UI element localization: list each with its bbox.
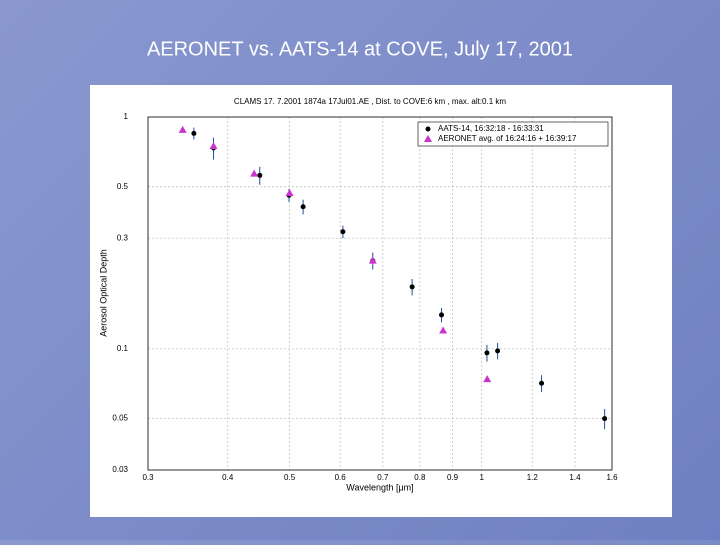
x-tick-label: 0.3 <box>142 473 154 482</box>
x-label: Wavelength [μm] <box>346 482 413 492</box>
triangle-marker <box>424 135 432 142</box>
y-tick-label: 0.05 <box>112 414 128 423</box>
circle-marker <box>539 380 545 386</box>
chart-title: CLAMS 17. 7.2001 1874a 17Jul01.AE , Dist… <box>234 97 506 106</box>
chart-frame <box>90 85 672 517</box>
triangle-marker <box>178 125 187 133</box>
circle-marker <box>495 348 501 354</box>
legend-label: AATS-14, 16:32:18 - 16:33:31 <box>438 124 544 133</box>
x-tick-label: 0.5 <box>284 473 296 482</box>
circle-marker <box>425 126 431 132</box>
x-tick-label: 1.4 <box>569 473 581 482</box>
y-label: Aerosol Optical Depth <box>98 249 108 337</box>
circle-marker <box>409 284 415 290</box>
x-tick-label: 0.6 <box>335 473 347 482</box>
circle-marker <box>257 172 263 178</box>
circle-marker <box>602 416 608 422</box>
circle-marker <box>300 204 306 210</box>
slide-title: AERONET vs. AATS-14 at COVE, July 17, 20… <box>147 38 573 60</box>
plot-area <box>147 116 613 471</box>
legend-box <box>417 121 609 147</box>
y-tick-label: 0.5 <box>117 182 129 191</box>
x-tick-label: 1.6 <box>606 473 618 482</box>
triangle-marker <box>368 256 377 264</box>
x-tick-label: 0.9 <box>447 473 459 482</box>
x-tick-label: 1.2 <box>527 473 539 482</box>
y-tick-label: 1 <box>124 112 129 121</box>
y-tick-label: 0.3 <box>117 233 129 242</box>
circle-marker <box>484 350 490 356</box>
x-tick-label: 0.8 <box>414 473 426 482</box>
circle-marker <box>439 312 445 318</box>
y-tick-label: 0.1 <box>117 344 129 353</box>
x-tick-label: 0.7 <box>377 473 389 482</box>
triangle-marker <box>209 141 218 149</box>
triangle-marker <box>285 189 294 197</box>
x-tick-label: 1 <box>479 473 484 482</box>
x-tick-label: 0.4 <box>222 473 234 482</box>
triangle-marker <box>483 375 492 383</box>
circle-marker <box>340 229 346 235</box>
circle-marker <box>191 130 197 136</box>
y-tick-label: 0.03 <box>112 465 128 474</box>
triangle-marker <box>250 169 259 177</box>
legend-label: AERONET avg. of 16:24:16 + 16:39:17 <box>438 134 577 143</box>
triangle-marker <box>439 326 448 334</box>
